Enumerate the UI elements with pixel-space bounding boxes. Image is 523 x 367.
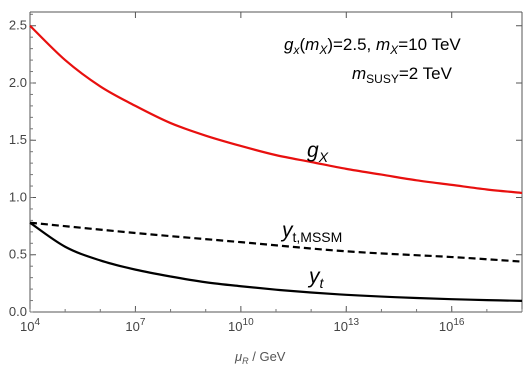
axis-ticks (29, 12, 523, 313)
y-tick-label: 2.5 (9, 18, 27, 33)
series-line-gx (29, 24, 523, 195)
x-tick-label: 104 (20, 317, 40, 334)
series-label-yt: yt (307, 265, 325, 291)
series-label-yt-mssm: yt,MSSM (280, 219, 342, 245)
x-tick-label: 1010 (228, 317, 254, 334)
series-lines (29, 24, 523, 302)
x-tick-label: 107 (125, 317, 145, 334)
y-tick-label: 1.5 (9, 132, 27, 147)
annotation-line-1: gx(mX)=2.5, mX=10 TeV (284, 35, 461, 57)
y-tick-label: 1.0 (9, 189, 27, 204)
y-tick-label: 2.0 (9, 75, 27, 90)
x-axis-title: μR / GeV (234, 349, 286, 366)
series-line-yt (29, 221, 523, 302)
y-tick-label: 0.0 (9, 304, 27, 319)
series-line-yt-mssm (29, 221, 523, 263)
annotation-line-2: mSUSY=2 TeV (352, 64, 453, 86)
x-tick-label: 1016 (439, 317, 465, 334)
x-tick-label: 1013 (333, 317, 359, 334)
y-tick-label: 0.5 (9, 247, 27, 262)
series-label-gx: gX (307, 139, 329, 165)
x-tick-labels: 104 107 1010 1013 1016 (20, 317, 465, 334)
y-tick-labels: 0.0 0.5 1.0 1.5 2.0 2.5 (9, 18, 27, 319)
